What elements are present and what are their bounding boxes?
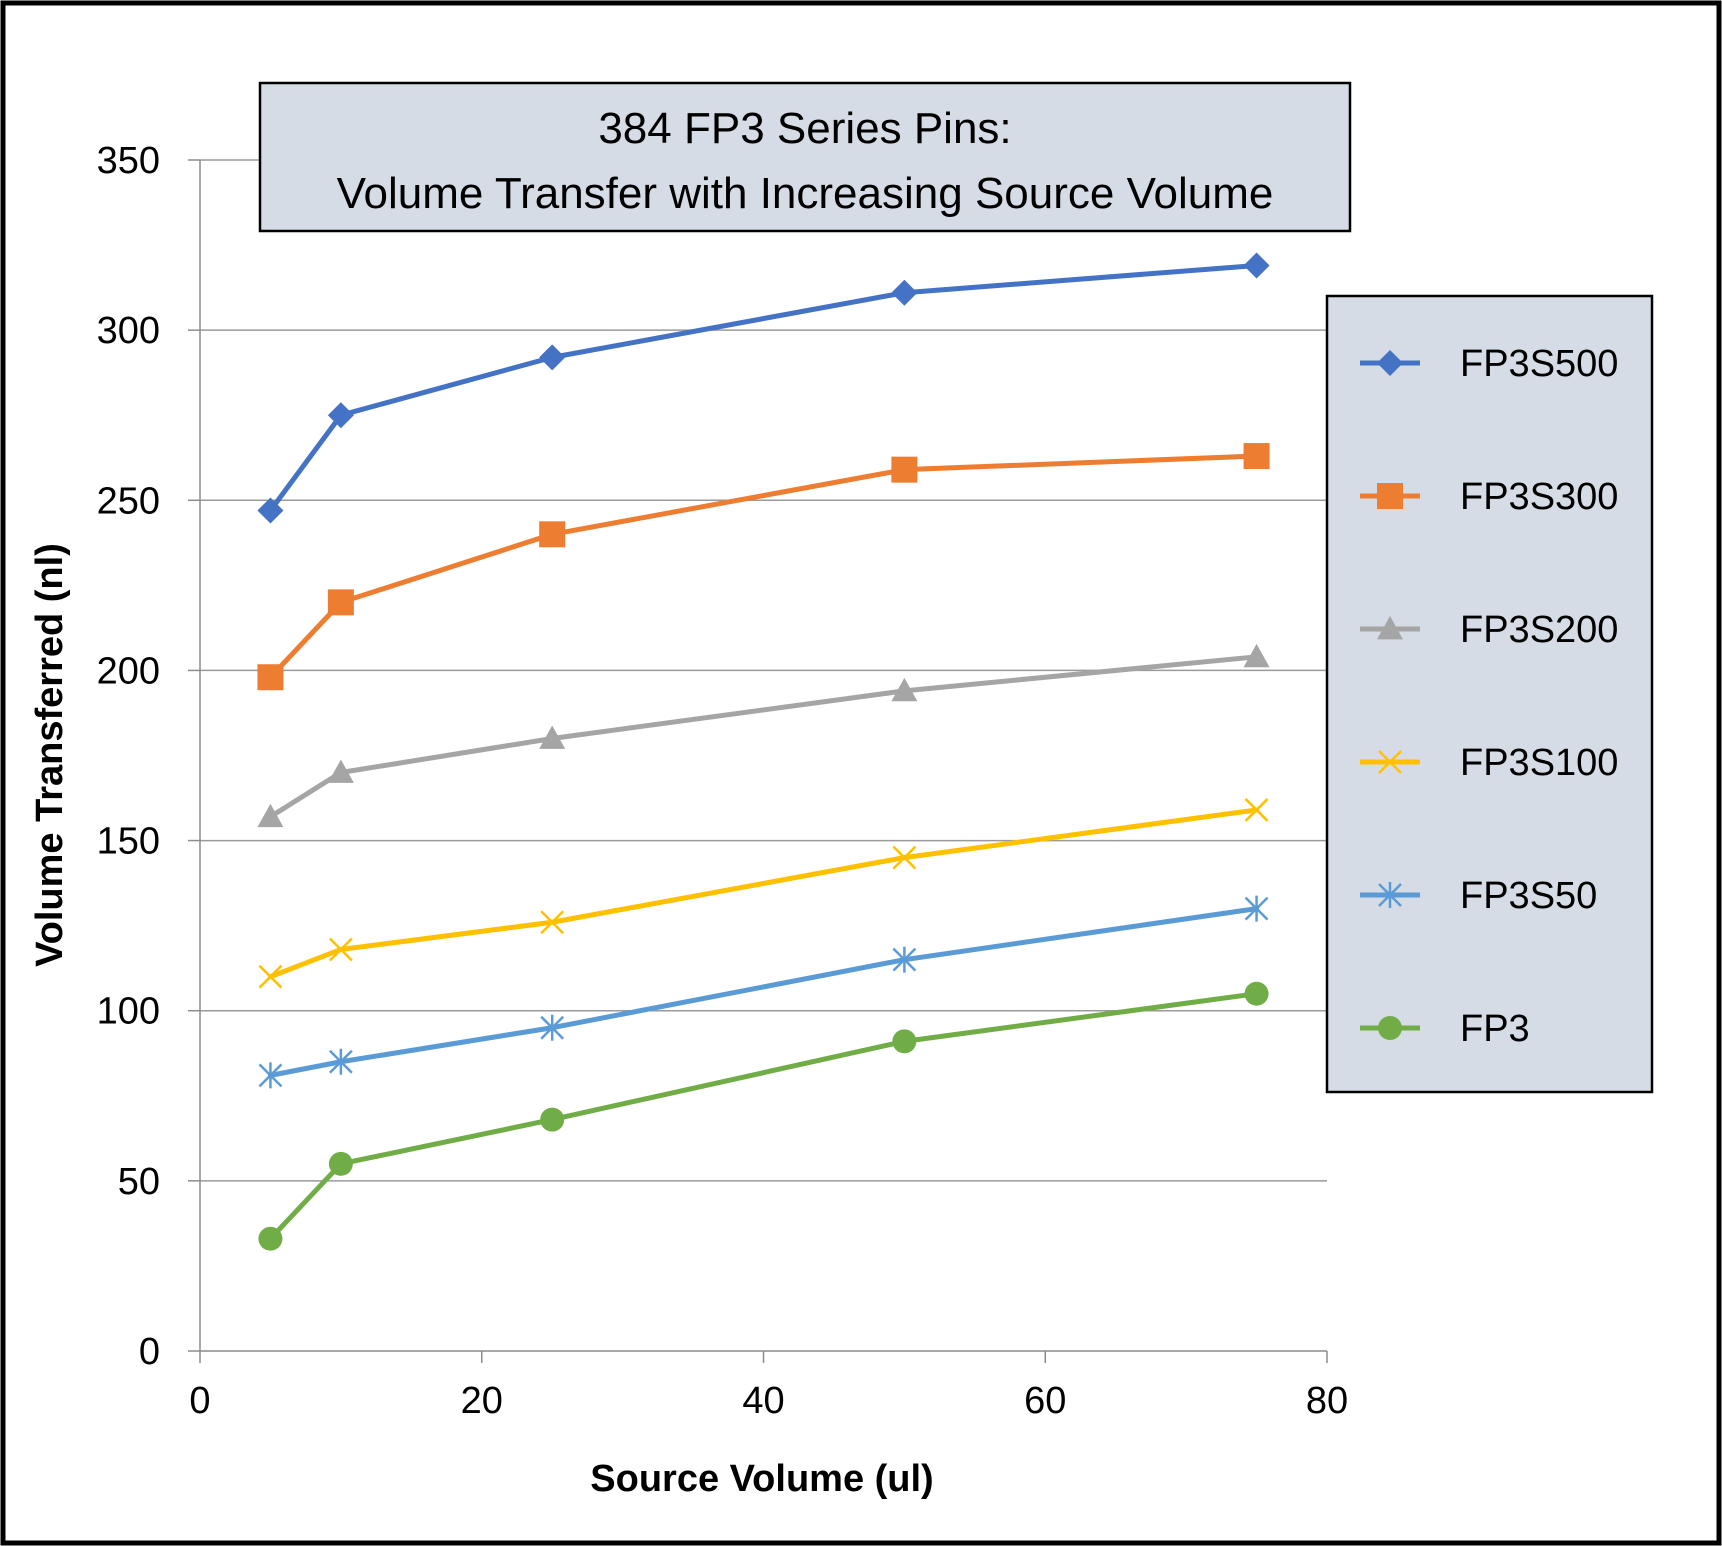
- legend-swatch-marker: [1378, 1016, 1402, 1040]
- data-point-fp3s100-stroke: [892, 845, 917, 870]
- axis-layer: 0 50 100 150 200 250 300 350 0 20 40 60 80: [97, 140, 1349, 1422]
- legend-item-fp3s50: FP3S50: [1360, 875, 1597, 917]
- chart-title-box: 384 FP3 Series Pins: Volume Transfer wit…: [258, 81, 1352, 233]
- data-point-fp3s50: [892, 946, 917, 973]
- data-point-fp3: [540, 1107, 565, 1132]
- legend-label: FP3S500: [1460, 343, 1618, 385]
- data-point-fp3s100-stroke: [328, 937, 353, 962]
- data-point-fp3s500: [257, 497, 284, 524]
- legend-items: FP3S500 FP3S300 FP3S200 FP3S100 FP3S50 FP3: [1360, 343, 1618, 1050]
- y-tick-label: 100: [97, 991, 160, 1033]
- data-point-fp3s100-stroke: [540, 910, 565, 935]
- legend-label: FP3S100: [1460, 742, 1618, 784]
- legend-item-fp3s500: FP3S500: [1360, 343, 1618, 385]
- data-point-fp3: [1244, 981, 1269, 1006]
- chart-title-line-2: Volume Transfer with Increasing Source V…: [337, 169, 1274, 218]
- data-point-fp3s100: [1244, 798, 1269, 822]
- legend-label: FP3S50: [1460, 875, 1597, 917]
- legend-label: FP3: [1460, 1008, 1530, 1050]
- series-fp3s200: [257, 643, 1270, 828]
- series-layer: [257, 252, 1270, 1251]
- data-point-fp3s200: [1243, 643, 1270, 668]
- legend-item-fp3s200: FP3S200: [1360, 609, 1618, 651]
- data-point-fp3s200: [539, 725, 566, 749]
- legend-item-fp3: FP3: [1360, 1008, 1530, 1050]
- data-point-fp3s50: [540, 1014, 565, 1041]
- data-point-fp3s200: [257, 803, 284, 828]
- data-point-fp3s100-stroke: [1244, 798, 1269, 822]
- data-point-fp3s500: [539, 344, 566, 371]
- data-point-fp3s500: [891, 279, 918, 306]
- data-point-fp3: [258, 1226, 283, 1251]
- legend-swatch-marker: [1378, 882, 1402, 908]
- x-tick-label: 60: [1024, 1380, 1066, 1422]
- data-point-fp3s100: [540, 910, 565, 935]
- y-tick-label: 250: [97, 480, 160, 522]
- legend-box: [1325, 294, 1654, 1094]
- data-point-fp3s200: [891, 677, 918, 702]
- legend-swatch-marker: [1377, 616, 1403, 640]
- data-point-fp3s300: [327, 589, 354, 616]
- x-axis-label: Source Volume (ul): [590, 1458, 933, 1500]
- x-tick-label: 0: [189, 1380, 210, 1422]
- data-point-fp3s50: [328, 1048, 353, 1075]
- data-point-fp3: [328, 1151, 353, 1176]
- data-point-fp3s100: [328, 937, 353, 962]
- data-point-fp3s300: [1243, 443, 1270, 470]
- legend-label: FP3S300: [1460, 476, 1618, 518]
- data-point-fp3s500: [1243, 252, 1270, 279]
- y-tick-label: 0: [139, 1331, 160, 1373]
- y-tick-label: 150: [97, 821, 160, 863]
- y-axis-label: Volume Transferred (nl): [29, 543, 71, 967]
- y-tick-label: 300: [97, 310, 160, 352]
- legend-label: FP3S200: [1460, 609, 1618, 651]
- data-point-fp3s50: [1244, 895, 1269, 922]
- legend-swatch-marker: [1378, 750, 1402, 774]
- legend-swatch-marker-stroke: [1378, 750, 1402, 774]
- series-fp3s300: [257, 443, 1270, 691]
- series-fp3s100: [258, 798, 1269, 989]
- y-tick-label: 200: [97, 650, 160, 692]
- legend: FP3S500 FP3S300 FP3S200 FP3S100 FP3S50 FP3: [1325, 294, 1654, 1094]
- data-point-fp3s50: [258, 1062, 283, 1089]
- data-point-fp3s100: [892, 845, 917, 870]
- series-fp3s500: [257, 252, 1270, 524]
- data-point-fp3s300: [539, 521, 566, 548]
- legend-item-fp3s300: FP3S300: [1360, 476, 1618, 518]
- data-point-fp3: [892, 1029, 917, 1054]
- x-tick-label: 40: [742, 1380, 784, 1422]
- data-point-fp3s500: [327, 402, 354, 429]
- chart-title-line-1: 384 FP3 Series Pins:: [598, 104, 1011, 153]
- legend-swatch-marker: [1377, 483, 1403, 509]
- y-tick-label: 50: [118, 1161, 160, 1203]
- legend-swatch-marker: [1377, 350, 1403, 376]
- data-point-fp3s300: [891, 456, 918, 483]
- x-tick-label: 20: [461, 1380, 503, 1422]
- data-point-fp3s100-stroke: [258, 964, 283, 989]
- series-fp3: [258, 981, 1269, 1251]
- data-point-fp3s200: [327, 759, 354, 783]
- legend-item-fp3s100: FP3S100: [1360, 742, 1618, 784]
- x-tick-label: 80: [1306, 1380, 1348, 1422]
- data-point-fp3s300: [257, 664, 284, 691]
- y-tick-label: 350: [97, 140, 160, 182]
- series-fp3s50: [258, 895, 1269, 1089]
- data-point-fp3s100: [258, 964, 283, 989]
